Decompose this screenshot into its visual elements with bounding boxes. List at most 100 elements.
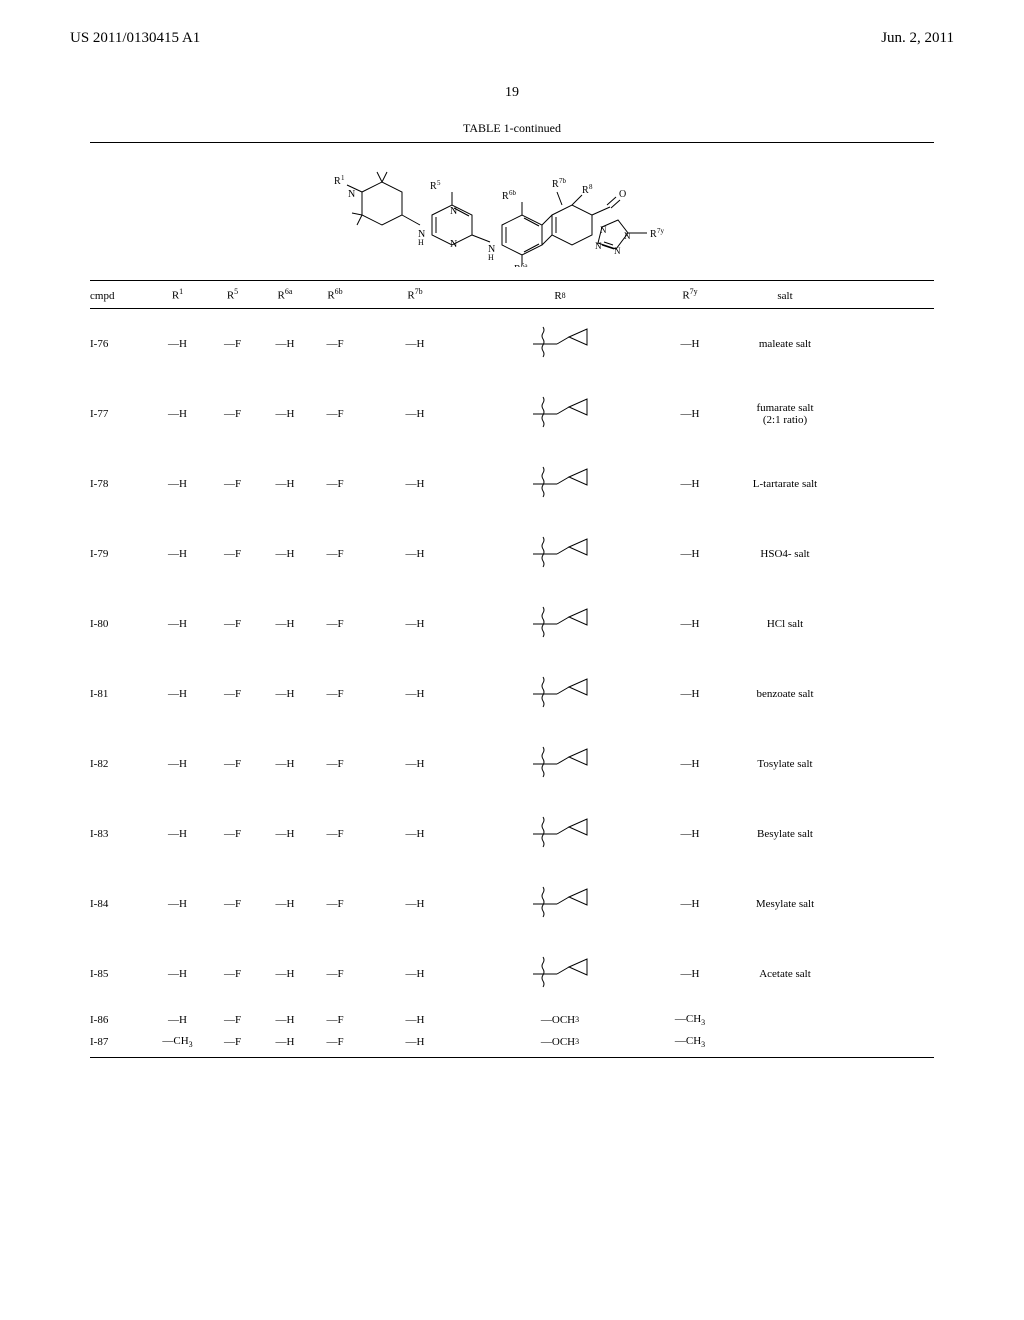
svg-text:7y: 7y <box>657 227 665 235</box>
table-row: I-78—H—F—H—F—H —HL-tartarate salt <box>90 449 934 519</box>
col-cmpd: cmpd <box>90 290 150 302</box>
cell-r7y: —CH3 <box>650 1035 730 1049</box>
structure-svg: R 1 N N H N N R 5 N H <box>302 157 722 267</box>
cell-r8 <box>470 739 650 789</box>
cell-r1: —H <box>150 968 205 980</box>
cell-cmpd: I-87 <box>90 1036 150 1048</box>
cell-cmpd: I-80 <box>90 618 150 630</box>
table-row: I-83—H—F—H—F—H —HBesylate salt <box>90 799 934 869</box>
cell-r7b: —H <box>360 1014 470 1026</box>
svg-text:R: R <box>430 181 437 192</box>
cell-r1: —H <box>150 548 205 560</box>
cell-salt: Acetate salt <box>730 968 840 980</box>
svg-text:5: 5 <box>437 179 441 187</box>
cell-r6b: —F <box>310 828 360 840</box>
table-row: I-77—H—F—H—F—H —Hfumarate salt(2:1 ratio… <box>90 379 934 449</box>
cell-r7y: —H <box>650 968 730 980</box>
cell-r5: —F <box>205 758 260 770</box>
cell-cmpd: I-79 <box>90 548 150 560</box>
cell-r6b: —F <box>310 758 360 770</box>
cell-r6a: —H <box>260 478 310 490</box>
cell-r6b: —F <box>310 478 360 490</box>
cell-r8 <box>470 949 650 999</box>
cell-r7y: —H <box>650 688 730 700</box>
cell-r7b: —H <box>360 688 470 700</box>
cell-cmpd: I-84 <box>90 898 150 910</box>
cell-salt: L-tartarate salt <box>730 478 840 490</box>
svg-text:N: N <box>348 189 355 200</box>
svg-text:H: H <box>418 238 424 247</box>
cell-r7b: —H <box>360 898 470 910</box>
cell-r5: —F <box>205 898 260 910</box>
cell-r5: —F <box>205 618 260 630</box>
cell-r8 <box>470 459 650 509</box>
cell-r8 <box>470 319 650 369</box>
cell-salt: fumarate salt(2:1 ratio) <box>730 402 840 426</box>
cell-r6a: —H <box>260 408 310 420</box>
cell-r1: —H <box>150 688 205 700</box>
cell-r7y: —H <box>650 478 730 490</box>
cell-salt: maleate salt <box>730 338 840 350</box>
cell-r6b: —F <box>310 408 360 420</box>
cell-r8 <box>470 389 650 439</box>
cell-r7y: —H <box>650 758 730 770</box>
cell-r6a: —H <box>260 338 310 350</box>
page-header: US 2011/0130415 A1 Jun. 2, 2011 <box>0 0 1024 55</box>
cell-r8 <box>470 809 650 859</box>
svg-text:R: R <box>334 176 341 187</box>
cell-r8 <box>470 599 650 649</box>
cell-r6a: —H <box>260 688 310 700</box>
cell-r1: —H <box>150 1014 205 1026</box>
table-row: I-87—CH3—F—H—F—H—OCH3—CH3 <box>90 1031 934 1053</box>
cell-r5: —F <box>205 408 260 420</box>
cell-salt: benzoate salt <box>730 688 840 700</box>
cell-r6b: —F <box>310 618 360 630</box>
table-row: I-79—H—F—H—F—H —HHSO4- salt <box>90 519 934 589</box>
svg-text:R: R <box>552 179 559 190</box>
svg-text:N: N <box>614 246 621 256</box>
col-r5: R5 <box>205 287 260 302</box>
cell-r6b: —F <box>310 1036 360 1048</box>
cell-r1: —CH3 <box>150 1035 205 1049</box>
cell-r7y: —H <box>650 618 730 630</box>
cell-r6b: —F <box>310 898 360 910</box>
svg-text:6a: 6a <box>521 262 529 267</box>
cell-r6a: —H <box>260 828 310 840</box>
svg-text:8: 8 <box>589 183 593 191</box>
cell-r6b: —F <box>310 338 360 350</box>
cell-salt: Besylate salt <box>730 828 840 840</box>
cell-r8: —OCH3 <box>470 1014 650 1026</box>
cell-r1: —H <box>150 478 205 490</box>
cell-r6b: —F <box>310 1014 360 1026</box>
cell-cmpd: I-76 <box>90 338 150 350</box>
cell-cmpd: I-78 <box>90 478 150 490</box>
table-row: I-76—H—F—H—F—H —Hmaleate salt <box>90 309 934 379</box>
table-rule-bottom <box>90 1057 934 1058</box>
page-number: 19 <box>0 85 1024 101</box>
doc-id: US 2011/0130415 A1 <box>70 30 200 47</box>
structure-diagram: R 1 N N H N N R 5 N H <box>90 143 934 280</box>
table-row: I-85—H—F—H—F—H —HAcetate salt <box>90 939 934 1009</box>
table-row: I-81—H—F—H—F—H —Hbenzoate salt <box>90 659 934 729</box>
cell-r6a: —H <box>260 1036 310 1048</box>
svg-text:H: H <box>488 253 494 262</box>
svg-text:1: 1 <box>341 174 345 182</box>
svg-text:6b: 6b <box>509 189 517 197</box>
cell-r6a: —H <box>260 1014 310 1026</box>
cell-r8 <box>470 669 650 719</box>
table: TABLE 1-continued R 1 N N H <box>90 121 934 1058</box>
cell-r7b: —H <box>360 548 470 560</box>
cell-r5: —F <box>205 1014 260 1026</box>
table-body: I-76—H—F—H—F—H —Hmaleate saltI-77—H—F—H—… <box>90 309 934 1053</box>
cell-r7y: —H <box>650 408 730 420</box>
svg-text:N: N <box>600 225 607 235</box>
cell-r7y: —H <box>650 828 730 840</box>
cell-r6b: —F <box>310 968 360 980</box>
svg-text:R: R <box>514 264 521 267</box>
cell-r8 <box>470 879 650 929</box>
cell-r6a: —H <box>260 968 310 980</box>
col-r7y: R7y <box>650 287 730 302</box>
doc-date: Jun. 2, 2011 <box>881 30 954 47</box>
svg-text:R: R <box>582 185 589 196</box>
cell-r6b: —F <box>310 548 360 560</box>
